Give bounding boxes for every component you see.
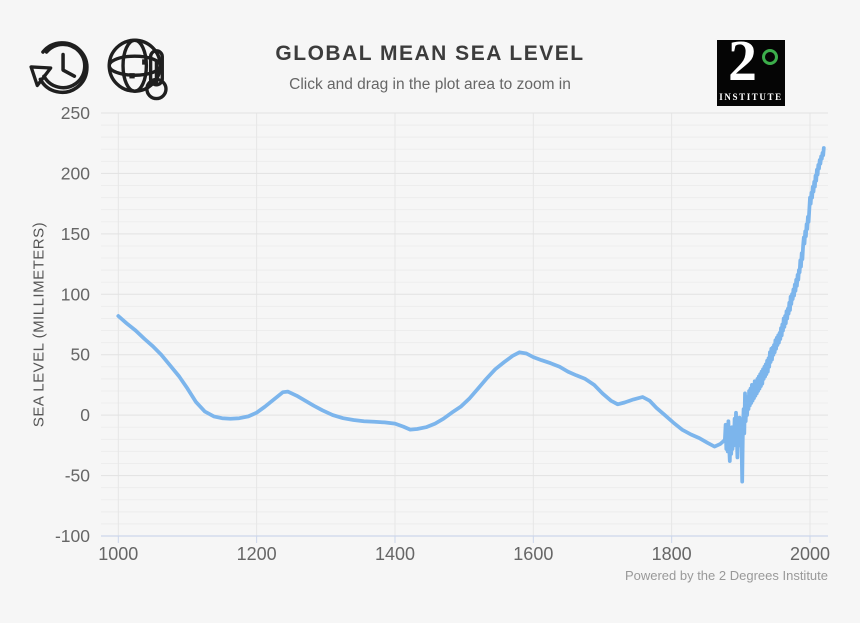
- logo-numeral: 2: [728, 28, 757, 93]
- x-tick-label: 1800: [652, 544, 692, 564]
- x-tick-label: 1400: [375, 544, 415, 564]
- logo-degree-icon: [762, 49, 778, 65]
- two-degrees-institute-logo[interactable]: 2 INSTITUTE: [717, 28, 785, 106]
- globe-thermometer-icon[interactable]: [106, 36, 174, 106]
- y-tick-label: 250: [61, 103, 90, 123]
- y-tick-label: 0: [80, 405, 90, 425]
- y-tick-label: 100: [61, 284, 90, 304]
- y-tick-label: 200: [61, 163, 90, 183]
- x-tick-label: 1600: [513, 544, 553, 564]
- x-tick-label: 1200: [237, 544, 277, 564]
- sea-level-line: [116, 146, 826, 484]
- y-tick-label: -100: [55, 526, 90, 546]
- y-tick-label: 150: [61, 224, 90, 244]
- chart-title: GLOBAL MEAN SEA LEVEL: [275, 42, 585, 65]
- chart-subtitle: Click and drag in the plot area to zoom …: [289, 76, 571, 93]
- y-tick-label: -50: [65, 466, 91, 486]
- x-tick-label: 1000: [98, 544, 138, 564]
- logo-wordmark: INSTITUTE: [719, 92, 783, 102]
- powered-by-credit[interactable]: Powered by the 2 Degrees Institute: [624, 568, 828, 583]
- x-tick-label: 2000: [790, 544, 830, 564]
- history-reset-icon[interactable]: [28, 36, 94, 102]
- plot-area[interactable]: [101, 113, 828, 536]
- y-tick-label: 50: [71, 345, 91, 365]
- chart-toolbar: [28, 36, 174, 106]
